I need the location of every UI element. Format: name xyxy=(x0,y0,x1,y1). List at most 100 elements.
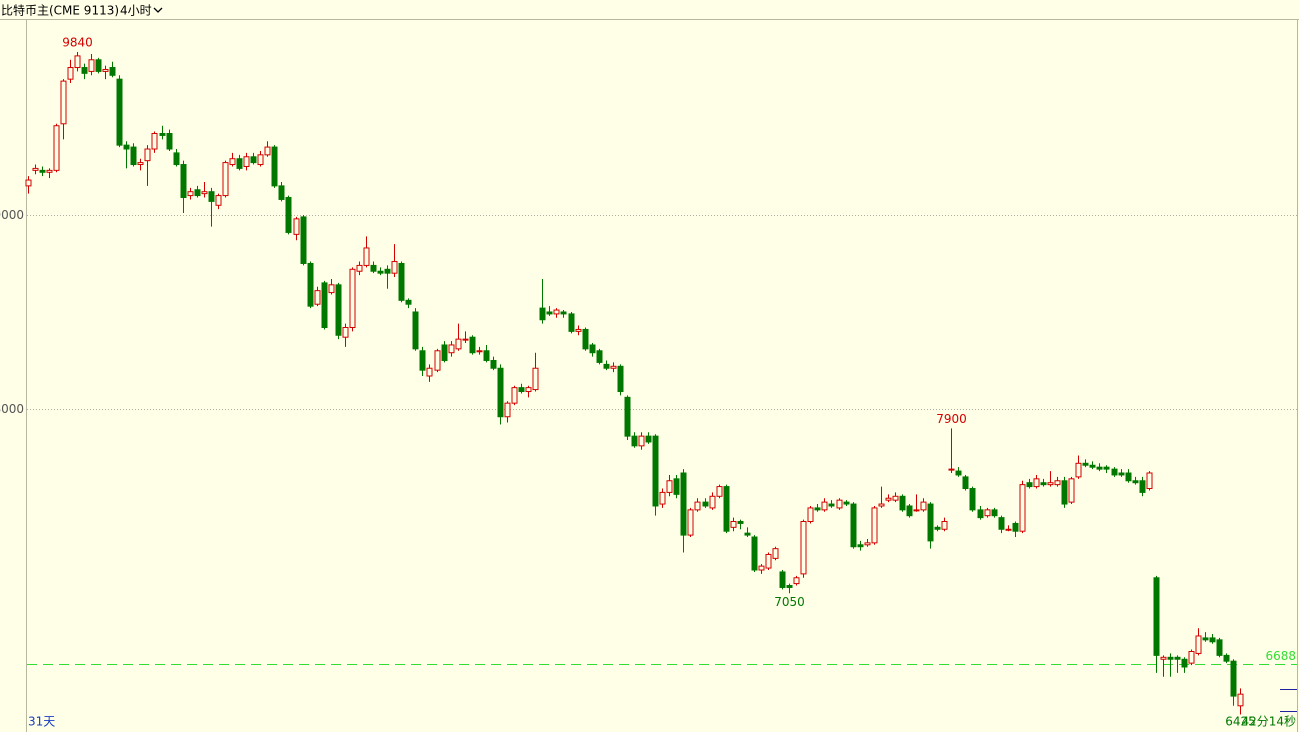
candle-body xyxy=(610,365,617,369)
candle-body xyxy=(1216,639,1223,656)
candle-body xyxy=(32,167,39,171)
candle-body xyxy=(1188,650,1195,664)
candle-body xyxy=(116,78,123,146)
candle-body xyxy=(1096,466,1103,470)
candle-body xyxy=(687,509,694,536)
candle-body xyxy=(405,299,412,305)
candle-body xyxy=(1237,693,1244,707)
candle-body xyxy=(765,553,772,569)
candle-body xyxy=(455,338,462,350)
candle-body xyxy=(772,548,779,559)
candle-body xyxy=(814,507,821,511)
candle-body xyxy=(201,191,208,195)
candle-body xyxy=(321,282,328,328)
candle-body xyxy=(278,185,285,200)
candle-body xyxy=(363,247,370,266)
candle-body xyxy=(568,313,575,332)
candle-body xyxy=(673,478,680,495)
period-selector[interactable]: 4小时 xyxy=(120,4,152,18)
candle-body xyxy=(1181,658,1188,668)
candle-body xyxy=(596,350,603,363)
candle-body xyxy=(257,154,264,166)
candle-body xyxy=(920,501,927,511)
candle-body xyxy=(377,270,384,274)
candle-body xyxy=(250,156,257,164)
candle-body xyxy=(659,491,666,505)
candle-body xyxy=(95,59,102,72)
candle-body xyxy=(441,344,448,361)
candle-body xyxy=(1082,462,1089,466)
candle-body xyxy=(850,503,857,548)
candle-body xyxy=(434,350,441,371)
candle-body xyxy=(1146,472,1153,490)
candle-body xyxy=(1061,480,1068,505)
candle-body xyxy=(356,264,363,272)
candle-body xyxy=(1040,482,1047,486)
candle-body xyxy=(144,148,151,162)
candle-body xyxy=(864,542,871,546)
candle-body xyxy=(314,290,321,305)
candle-body xyxy=(582,328,589,350)
candle-body xyxy=(222,162,229,197)
y-tick-label: 8000 xyxy=(0,402,24,416)
candle-body xyxy=(497,367,504,418)
candle-body xyxy=(786,585,793,588)
candle-body xyxy=(285,197,292,233)
candle-body xyxy=(969,488,976,511)
candle-body xyxy=(74,55,81,69)
candle-body xyxy=(553,309,560,315)
candle-body xyxy=(1202,637,1209,641)
candle-body xyxy=(1047,482,1054,486)
candle-body xyxy=(977,509,984,519)
candle-body xyxy=(1223,654,1230,662)
candle-body xyxy=(391,261,398,274)
candle-body xyxy=(490,359,497,369)
candle-body xyxy=(194,189,201,197)
candle-body xyxy=(102,68,109,72)
candle-body xyxy=(166,132,173,150)
y-tick-label: 9000 xyxy=(0,208,24,222)
candle-body xyxy=(857,544,864,548)
candle-body xyxy=(546,311,553,315)
candle-body xyxy=(836,499,843,509)
candle-body xyxy=(948,468,955,471)
candle-body xyxy=(1195,635,1202,654)
candle-body xyxy=(1054,480,1061,486)
candle-body xyxy=(130,146,137,166)
candle-body xyxy=(462,338,469,341)
candle-body xyxy=(702,501,709,507)
candle-body xyxy=(744,532,751,536)
candle-body xyxy=(67,67,74,80)
candle-body xyxy=(532,367,539,391)
candle-body xyxy=(821,501,828,511)
candle-body xyxy=(88,59,95,72)
candle-body xyxy=(419,350,426,371)
candle-body xyxy=(885,497,892,501)
candle-body xyxy=(666,480,673,493)
high-label: 7900 xyxy=(936,412,967,426)
candle-body xyxy=(1103,466,1110,470)
candle-body xyxy=(694,501,701,511)
candle-body xyxy=(680,472,687,536)
candle-body xyxy=(1068,478,1075,503)
candle-body xyxy=(264,146,271,156)
candle-body xyxy=(723,486,730,532)
candle-body xyxy=(109,67,116,76)
candle-body xyxy=(370,264,377,272)
candle-body xyxy=(511,387,518,404)
candle-body xyxy=(892,495,899,501)
candle-body xyxy=(335,284,342,336)
candle-body xyxy=(349,268,356,328)
candle-body xyxy=(709,495,716,509)
candle-body xyxy=(180,164,187,199)
dropdown-chevron[interactable] xyxy=(153,7,163,13)
candle-body xyxy=(1026,482,1033,488)
candle-body xyxy=(1153,577,1160,656)
candle-body xyxy=(236,158,243,169)
candle-body xyxy=(53,125,60,171)
candle-body xyxy=(307,262,314,307)
chart-title: 比特币主(CME 9113) xyxy=(1,3,119,18)
candle-body xyxy=(1230,660,1237,697)
candle-body xyxy=(518,387,525,393)
